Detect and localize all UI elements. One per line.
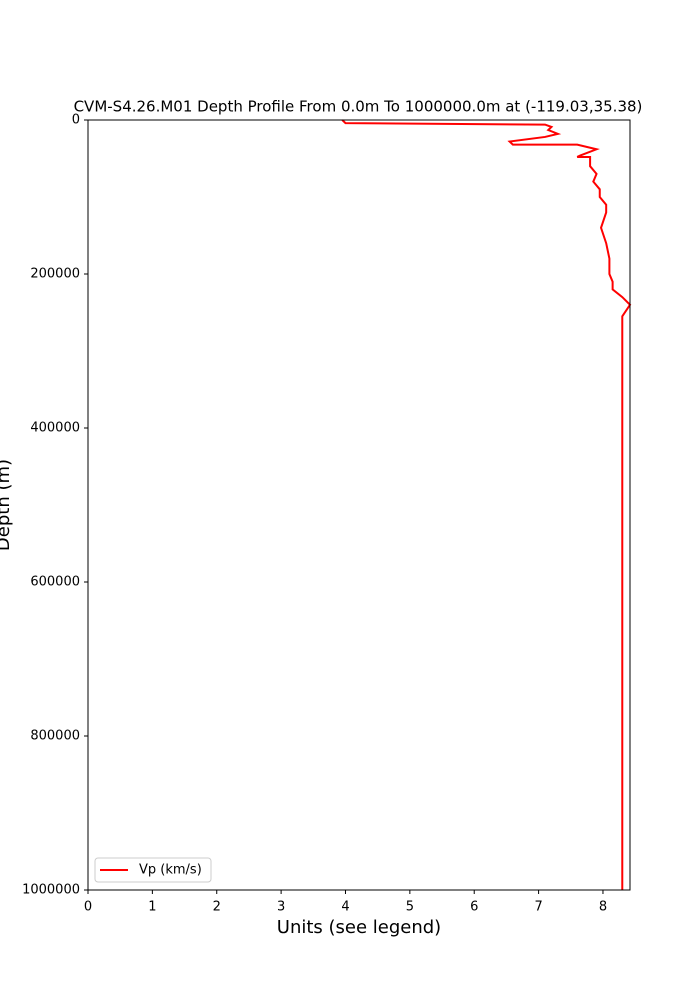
y-tick-label: 400000 [30, 421, 80, 436]
y-axis-label: Depth (m) [0, 459, 14, 551]
x-tick-label: 4 [341, 900, 349, 915]
legend-label: Vp (km/s) [139, 863, 202, 878]
y-tick-label: 600000 [30, 575, 80, 590]
x-tick-label: 2 [213, 900, 221, 915]
x-tick-label: 3 [277, 900, 285, 915]
x-tick-label: 1 [148, 900, 156, 915]
x-tick-label: 7 [534, 900, 542, 915]
series-line [341, 119, 632, 890]
plot-frame [87, 119, 631, 891]
y-tick-label: 1000000 [22, 883, 80, 898]
x-tick-label: 5 [406, 900, 414, 915]
x-axis-label: Units (see legend) [277, 917, 441, 938]
chart-title: CVM-S4.26.M01 Depth Profile From 0.0m To… [74, 98, 643, 116]
y-tick-label: 200000 [30, 267, 80, 282]
y-tick-label: 800000 [30, 729, 80, 744]
x-tick-label: 6 [470, 900, 478, 915]
legend-box [94, 857, 212, 883]
x-tick-label: 0 [84, 900, 92, 915]
y-tick-label: 0 [72, 113, 80, 128]
x-tick-label: 8 [599, 900, 607, 915]
